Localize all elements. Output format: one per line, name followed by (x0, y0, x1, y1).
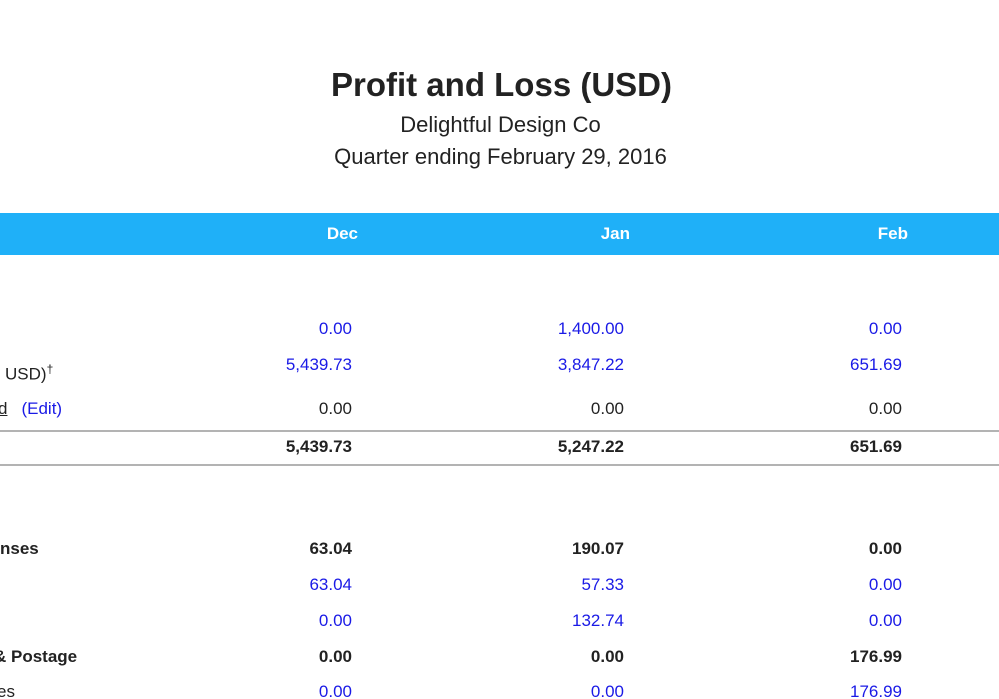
total-feb-value: 651.69 (850, 437, 902, 456)
column-header-jan[interactable]: Jan (600, 224, 630, 243)
expense-group-dec-value: 0.00 (318, 647, 352, 666)
expense-group-dec-value: 63.04 (309, 539, 352, 558)
adjustment-jan-value: 0.00 (590, 399, 624, 418)
row-label: es (0, 682, 15, 699)
expense-row: es 0.00 0.00 176.99 (0, 682, 999, 699)
row-label: nses (0, 539, 39, 558)
income-jan-value[interactable]: 1,400.00 (557, 319, 624, 338)
row-label: d (Edit) (0, 399, 62, 419)
income-jan-value[interactable]: 3,847.22 (557, 355, 624, 374)
expense-group-row: & Postage 0.00 0.00 176.99 (0, 647, 999, 671)
expense-group-jan-value: 190.07 (572, 539, 624, 558)
expense-group-feb-value: 0.00 (868, 539, 902, 558)
report-company: Delightful Design Co (400, 112, 601, 137)
expense-row: 63.04 57.33 0.00 (0, 575, 999, 599)
column-header-bar (0, 213, 999, 255)
total-row: 5,439.73 5,247.22 651.69 (0, 437, 999, 461)
expense-row: 0.00 132.74 0.00 (0, 611, 999, 635)
expense-group-jan-value: 0.00 (590, 647, 624, 666)
dagger-note: † (46, 362, 54, 376)
income-dec-value[interactable]: 5,439.73 (285, 355, 352, 374)
income-row: 0.00 1,400.00 0.00 (0, 319, 999, 343)
expense-feb-value[interactable]: 0.00 (868, 575, 902, 594)
edit-link[interactable]: (Edit) (21, 399, 63, 418)
total-jan-value: 5,247.22 (557, 437, 624, 456)
expense-jan-value[interactable]: 57.33 (581, 575, 624, 594)
expense-jan-value[interactable]: 132.74 (572, 611, 624, 630)
total-bottom-divider (0, 464, 999, 466)
report-period: Quarter ending February 29, 2016 (334, 144, 667, 169)
expense-dec-value[interactable]: 0.00 (318, 682, 352, 699)
expense-dec-value[interactable]: 63.04 (309, 575, 352, 594)
row-label: & Postage (0, 647, 78, 666)
income-feb-value[interactable]: 0.00 (868, 319, 902, 338)
income-row: USD)† 5,439.73 3,847.22 651.69 (0, 355, 999, 384)
expense-group-row: nses 63.04 190.07 0.00 (0, 539, 999, 563)
expense-dec-value[interactable]: 0.00 (318, 611, 352, 630)
adjustment-feb-value: 0.00 (868, 399, 902, 418)
report-title: Profit and Loss (USD) (330, 66, 672, 103)
row-label: USD)† (5, 362, 54, 384)
income-dec-value[interactable]: 0.00 (318, 319, 352, 338)
expense-feb-value[interactable]: 0.00 (868, 611, 902, 630)
adjustment-row: d (Edit) 0.00 0.00 0.00 (0, 399, 999, 423)
expense-group-feb-value: 176.99 (850, 647, 902, 666)
total-dec-value: 5,439.73 (285, 437, 352, 456)
income-feb-value[interactable]: 651.69 (850, 355, 902, 374)
column-header-dec[interactable]: Dec (326, 224, 358, 243)
total-top-divider (0, 430, 999, 432)
adjustment-dec-value: 0.00 (318, 399, 352, 418)
expense-jan-value[interactable]: 0.00 (590, 682, 624, 699)
expense-feb-value[interactable]: 176.99 (850, 682, 902, 699)
row-label-link[interactable]: d (0, 399, 8, 418)
column-header-feb[interactable]: Feb (877, 224, 908, 243)
